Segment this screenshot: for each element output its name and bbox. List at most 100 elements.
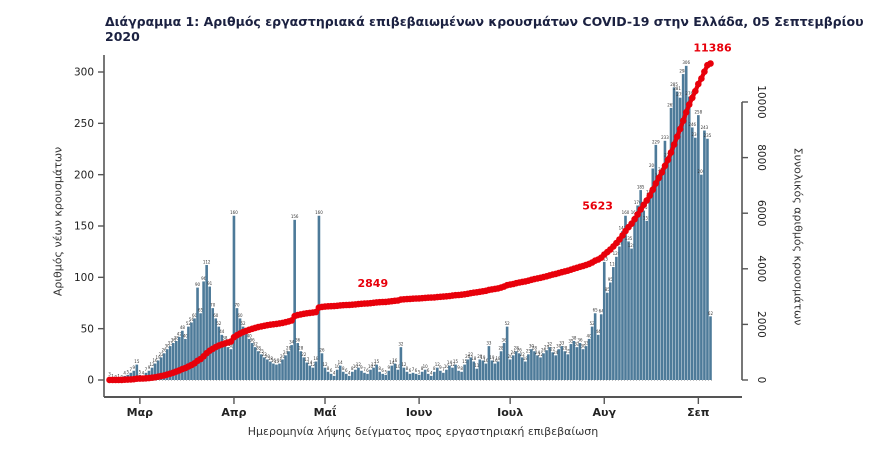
bar [618, 246, 621, 380]
bar [174, 340, 178, 380]
bar-value-label: 24 [511, 350, 517, 355]
left-axis-tick-label: 50 [81, 323, 94, 335]
bar-value-label: 15 [274, 359, 280, 364]
bar-value-label: 15 [374, 359, 380, 364]
bar [694, 137, 697, 380]
bar [572, 340, 576, 380]
bar-value-label: 26 [319, 348, 325, 353]
bar [484, 363, 488, 380]
right-axis-tick-label: 2000 [755, 311, 767, 338]
bar [369, 369, 372, 380]
bar-value-label: 25 [259, 349, 265, 354]
bar [551, 352, 554, 380]
bar-value-label: 6 [345, 368, 348, 373]
bar-value-label: 6 [330, 368, 333, 373]
bar-value-label: 15 [462, 359, 468, 364]
left-axis-tick-label: 150 [74, 221, 94, 233]
bar-value-label: 18 [471, 356, 477, 361]
bar [697, 115, 700, 381]
bar-value-label: 12 [371, 362, 377, 367]
bar-value-label: 60 [192, 313, 198, 318]
bar [624, 215, 627, 380]
bar [226, 347, 230, 380]
bar [405, 371, 409, 380]
bar [490, 360, 494, 380]
bar [357, 367, 360, 380]
bar-value-label: 30 [165, 344, 171, 349]
bar-value-label: 60 [237, 313, 243, 318]
bar-value-label: 20 [477, 354, 483, 359]
bar-value-label: 24 [553, 350, 559, 355]
bar-value-label: 33 [559, 341, 565, 346]
bar-value-label: 306 [682, 60, 690, 65]
bar-value-label: 28 [298, 346, 304, 351]
bar-value-label: 281 [673, 86, 681, 91]
bar-value-label: 8 [351, 366, 354, 371]
bar-value-label: 24 [283, 350, 289, 355]
bar-value-label: 14 [447, 360, 453, 365]
bar [363, 372, 366, 380]
bar-value-label: 236 [691, 132, 699, 137]
bar-value-label: 52 [241, 321, 247, 326]
cumulative-point [667, 149, 675, 156]
bar-value-label: 10 [423, 364, 429, 369]
bar [263, 357, 266, 380]
bar [341, 371, 345, 380]
bar-value-label: 30 [529, 344, 535, 349]
bar-value-label: 10 [444, 364, 450, 369]
bar [560, 346, 564, 380]
bar [232, 215, 236, 380]
bar-value-label: 8 [406, 366, 409, 371]
bar [630, 248, 633, 380]
bar [153, 363, 157, 380]
bar-value-label: 8 [460, 366, 463, 371]
bar-value-label: 32 [547, 342, 553, 347]
bar-value-label: 36 [502, 337, 508, 342]
bar-value-label: 20 [265, 354, 271, 359]
bar-value-label: 36 [250, 337, 256, 342]
bar [250, 343, 254, 380]
bar [247, 338, 251, 380]
bar-value-label: 36 [295, 337, 301, 342]
bar-value-label: 120 [613, 251, 621, 256]
bar-value-label: 128 [628, 243, 636, 248]
bar [481, 360, 485, 380]
bar [678, 97, 682, 381]
bar-value-label: 52 [186, 321, 192, 326]
chart-title: Διάγραμμα 1: Αριθμός εργαστηριακά επιβεβ… [105, 14, 864, 44]
bar [305, 362, 309, 380]
bar-value-label: 155 [643, 215, 651, 220]
bar [432, 371, 436, 380]
cumulative-point [670, 141, 678, 148]
bar-value-label: 10 [368, 364, 374, 369]
bar [584, 346, 588, 380]
right-axis-tick-label: 8000 [755, 144, 767, 171]
bar-value-label: 44 [596, 329, 602, 334]
cumulative-point [649, 186, 657, 193]
bar [323, 367, 327, 380]
bar-value-label: 4 [333, 370, 336, 375]
right-axis-title: Συνολικός αριθμός κρουσμάτων [791, 147, 805, 326]
bar-value-label: 258 [695, 110, 703, 115]
bar-value-label: 35 [568, 338, 574, 343]
bar [700, 174, 703, 380]
bar [517, 353, 521, 380]
bar [684, 65, 688, 380]
bar [599, 314, 603, 380]
bar-value-label: 7 [129, 367, 132, 372]
bar [602, 261, 606, 380]
bar [338, 365, 342, 380]
bar-value-label: 11 [474, 363, 480, 368]
bar-value-label: 30 [228, 344, 234, 349]
bar-value-label: 5 [418, 369, 421, 374]
right-axis-tick-label: 6000 [755, 200, 767, 227]
bar-value-label: 12 [450, 362, 456, 367]
bar [238, 318, 242, 380]
bar-value-label: 22 [538, 352, 544, 357]
bar [569, 344, 573, 380]
bar [193, 318, 196, 380]
bar-value-label: 52 [590, 321, 596, 326]
bar [171, 343, 175, 380]
bar [253, 347, 257, 380]
bar-value-label: 10 [353, 364, 359, 369]
